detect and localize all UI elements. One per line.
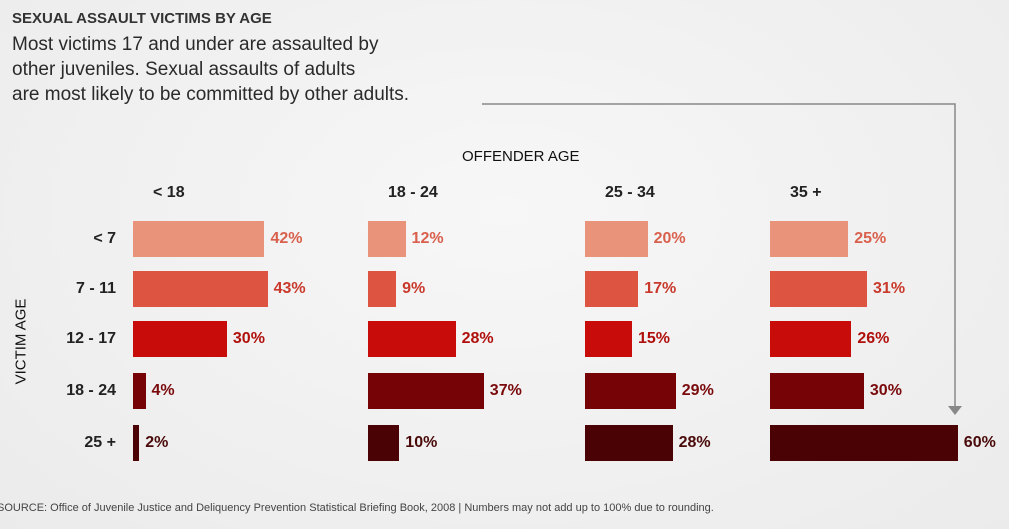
value-label: 28% bbox=[678, 434, 711, 451]
column-header: 25 - 34 bbox=[605, 184, 655, 201]
value-label: 60% bbox=[963, 434, 996, 451]
row-label: 18 - 24 bbox=[66, 382, 116, 399]
subtitle-line: Most victims 17 and under are assaulted … bbox=[12, 34, 379, 55]
bar bbox=[133, 321, 227, 357]
bar bbox=[133, 373, 146, 409]
bar bbox=[585, 321, 632, 357]
row-label: 12 - 17 bbox=[66, 330, 116, 347]
row-label: < 7 bbox=[93, 230, 116, 247]
value-label: 15% bbox=[637, 330, 670, 347]
bar bbox=[368, 425, 400, 461]
value-label: 9% bbox=[402, 280, 426, 297]
subtitle-line: are most likely to be committed by other… bbox=[12, 84, 410, 105]
source-note: SOURCE: Office of Juvenile Justice and D… bbox=[0, 502, 714, 514]
column-header: 18 - 24 bbox=[388, 184, 438, 201]
value-label: 43% bbox=[273, 280, 306, 297]
offender-age-label: OFFENDER AGE bbox=[462, 148, 580, 165]
victim-age-label: VICTIM AGE bbox=[12, 298, 30, 385]
bar bbox=[770, 373, 864, 409]
value-label: 28% bbox=[461, 330, 494, 347]
bar bbox=[585, 221, 648, 257]
bar bbox=[368, 321, 456, 357]
value-label: 4% bbox=[151, 382, 175, 399]
bar bbox=[585, 271, 639, 307]
value-label: 31% bbox=[873, 280, 906, 297]
bar bbox=[585, 425, 673, 461]
bar bbox=[770, 425, 958, 461]
value-label: 37% bbox=[489, 382, 522, 399]
bar bbox=[133, 221, 265, 257]
chart-title: SEXUAL ASSAULT VICTIMS BY AGE bbox=[12, 10, 272, 27]
row-label: 25 + bbox=[84, 434, 116, 451]
subtitle-line: other juveniles. Sexual assaults of adul… bbox=[12, 59, 356, 80]
value-label: 12% bbox=[411, 230, 444, 247]
value-label: 20% bbox=[653, 230, 686, 247]
value-label: 2% bbox=[145, 434, 169, 451]
column-header: 35 + bbox=[790, 184, 822, 201]
bar bbox=[368, 221, 406, 257]
bar bbox=[368, 373, 484, 409]
bar bbox=[133, 271, 268, 307]
bar bbox=[770, 271, 868, 307]
value-label: 30% bbox=[869, 382, 902, 399]
bar bbox=[133, 425, 140, 461]
value-label: 29% bbox=[681, 382, 714, 399]
value-label: 26% bbox=[857, 330, 890, 347]
value-label: 10% bbox=[405, 434, 438, 451]
bar bbox=[770, 221, 849, 257]
row-label: 7 - 11 bbox=[75, 280, 116, 297]
bar bbox=[770, 321, 852, 357]
value-label: 42% bbox=[270, 230, 303, 247]
value-label: 17% bbox=[644, 280, 677, 297]
value-label: 25% bbox=[854, 230, 887, 247]
value-label: 30% bbox=[232, 330, 265, 347]
bar bbox=[585, 373, 676, 409]
bar bbox=[368, 271, 397, 307]
column-header: < 18 bbox=[153, 184, 185, 201]
